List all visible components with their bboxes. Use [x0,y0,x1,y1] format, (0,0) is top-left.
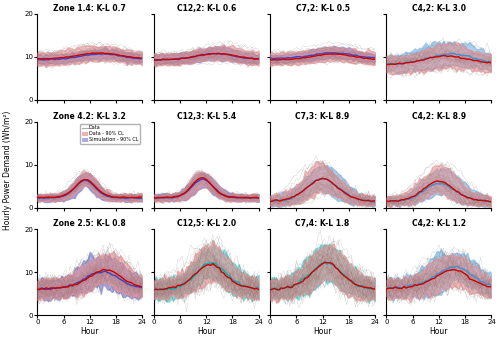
Title: C7,2: K-L 0.5: C7,2: K-L 0.5 [296,4,350,13]
Title: Zone 2.5: K-L 0.8: Zone 2.5: K-L 0.8 [54,219,126,228]
X-axis label: Hour: Hour [314,327,332,336]
Title: C12,3: K-L 5.4: C12,3: K-L 5.4 [176,112,236,121]
Text: Hourly Power Demand (Wh/m²): Hourly Power Demand (Wh/m²) [3,110,12,230]
Title: C12,2: K-L 0.6: C12,2: K-L 0.6 [176,4,236,13]
Title: Zone 1.4: K-L 0.7: Zone 1.4: K-L 0.7 [54,4,127,13]
Title: Zone 4.2: K-L 3.2: Zone 4.2: K-L 3.2 [54,112,126,121]
Title: C4,2: K-L 8.9: C4,2: K-L 8.9 [412,112,466,121]
X-axis label: Hour: Hour [80,327,99,336]
X-axis label: Hour: Hour [197,327,216,336]
Title: C12,5: K-L 2.0: C12,5: K-L 2.0 [176,219,236,228]
Title: C4,2: K-L 1.2: C4,2: K-L 1.2 [412,219,466,228]
Title: C7,4: K-L 1.8: C7,4: K-L 1.8 [296,219,350,228]
Legend: Data, Data - 90% CL, Simulation - 90% CL: Data, Data - 90% CL, Simulation - 90% CL [80,124,140,144]
Title: C7,3: K-L 8.9: C7,3: K-L 8.9 [296,112,350,121]
X-axis label: Hour: Hour [430,327,448,336]
Title: C4,2: K-L 3.0: C4,2: K-L 3.0 [412,4,466,13]
